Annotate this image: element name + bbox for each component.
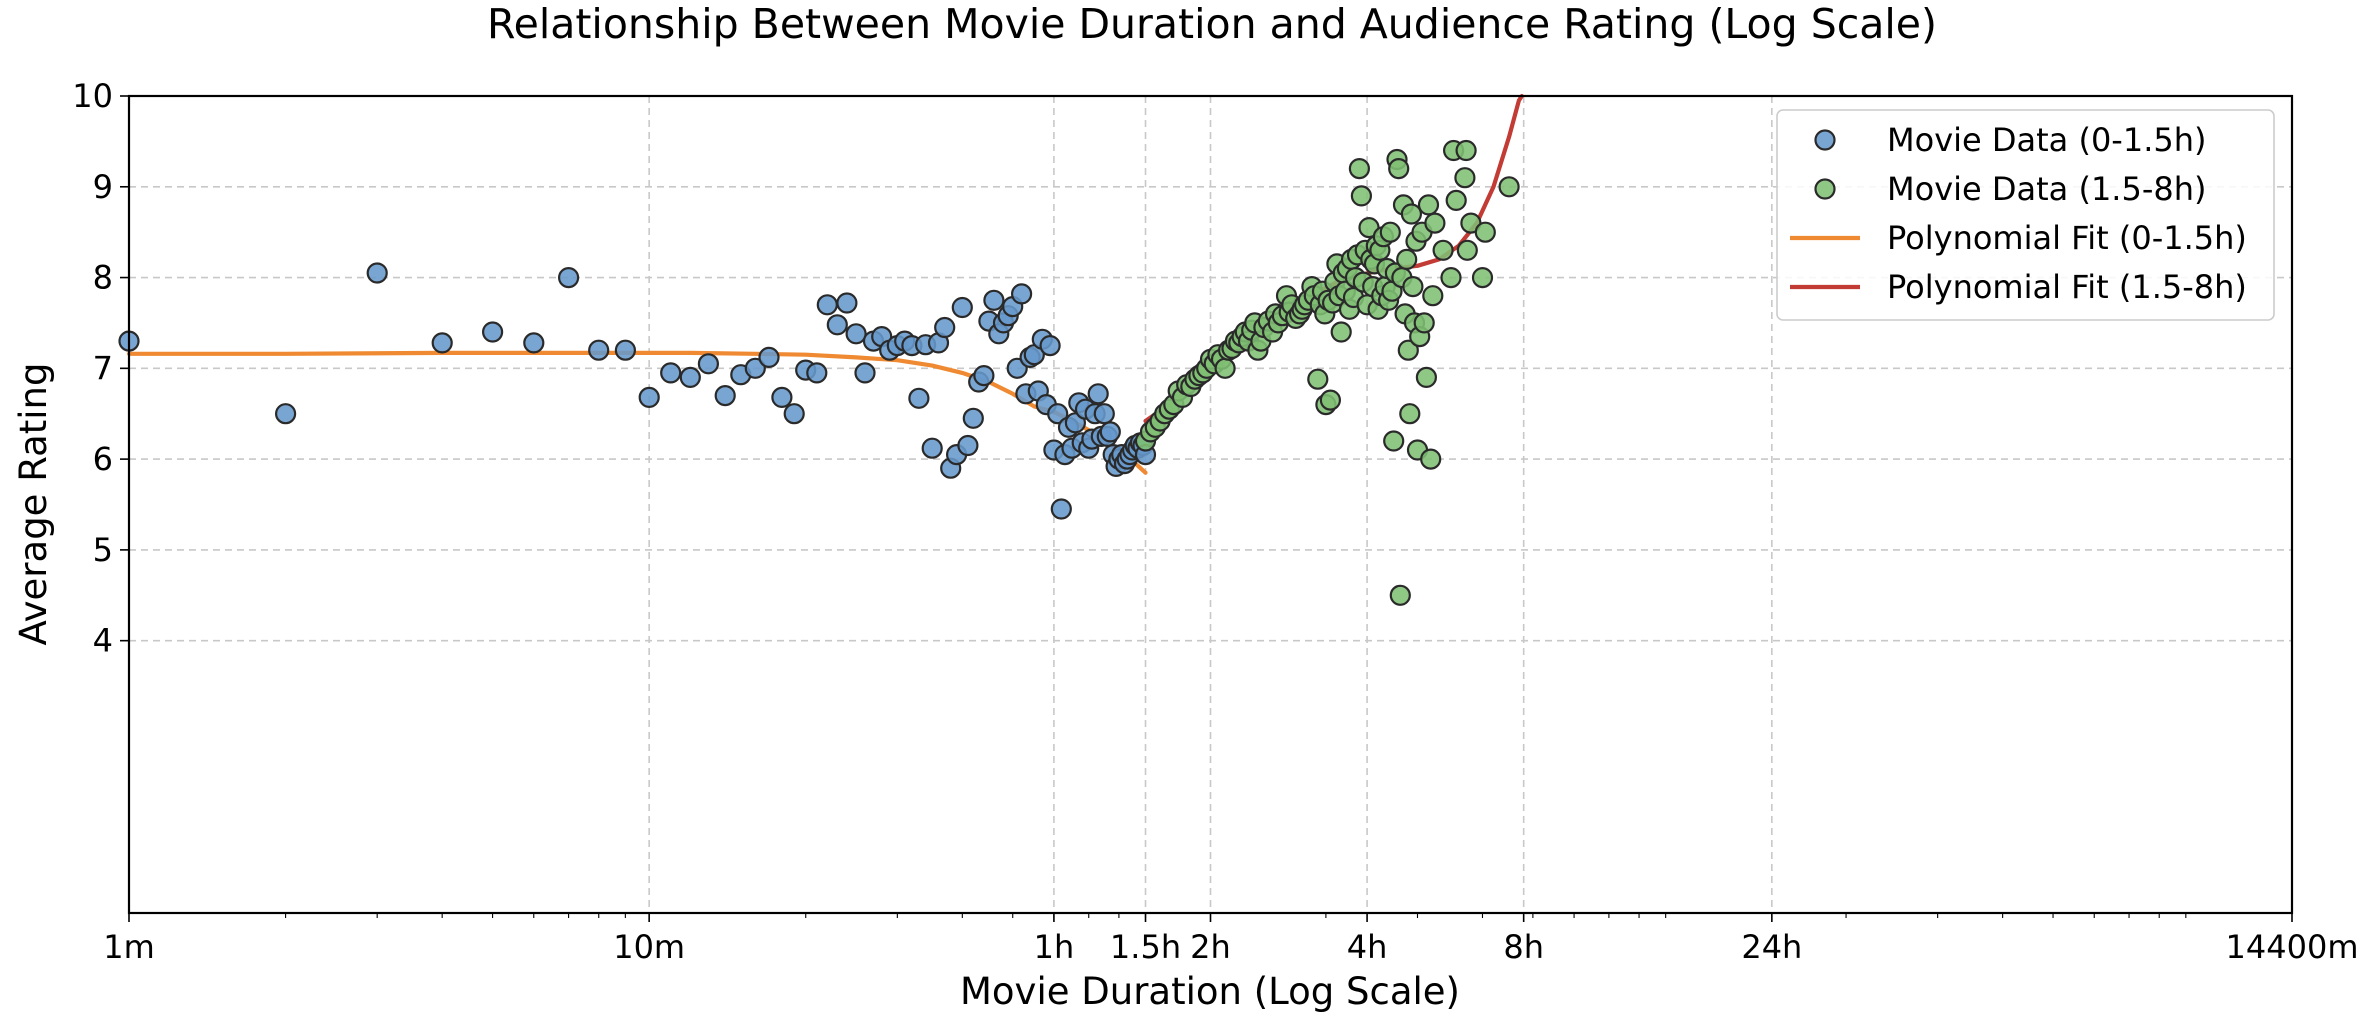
legend-label: Movie Data (1.5-8h) <box>1887 170 2207 208</box>
data-point <box>614 339 637 361</box>
data-point <box>1399 403 1421 425</box>
data-point <box>1413 312 1435 334</box>
data-point <box>588 339 610 361</box>
data-point <box>1050 498 1072 520</box>
data-point <box>1440 267 1462 289</box>
data-point <box>679 366 701 388</box>
data-point <box>744 357 766 379</box>
data-point <box>1307 368 1329 390</box>
legend-label: Polynomial Fit (0-1.5h) <box>1887 219 2247 257</box>
data-point <box>1474 221 1496 243</box>
data-point <box>1455 139 1477 162</box>
data-point <box>697 353 720 375</box>
data-point <box>1417 194 1440 216</box>
data-point <box>638 386 660 408</box>
y-tick-label: 10 <box>72 77 113 115</box>
data-point <box>1010 283 1033 305</box>
data-point <box>836 292 858 314</box>
legend-marker <box>1814 129 1836 151</box>
data-point <box>934 316 956 339</box>
data-point <box>714 385 736 407</box>
data-point <box>557 267 580 289</box>
legend-label: Polynomial Fit (1.5-8h) <box>1887 268 2247 306</box>
x-tick-label: 14400m <box>2226 928 2359 966</box>
data-point <box>1348 158 1371 180</box>
data-point <box>1214 357 1236 379</box>
chart-title: Relationship Between Movie Duration and … <box>487 0 1937 48</box>
data-point <box>1047 403 1069 425</box>
x-tick-label: 10m <box>613 928 685 966</box>
data-point <box>482 321 504 343</box>
data-point <box>1397 339 1419 361</box>
data-point <box>826 314 848 336</box>
data-point <box>1415 366 1438 388</box>
data-point <box>1402 276 1424 298</box>
data-point <box>1456 239 1478 261</box>
data-point <box>962 407 984 429</box>
data-point <box>523 332 545 354</box>
data-point <box>1454 167 1476 189</box>
data-point <box>1432 239 1454 261</box>
legend: Movie Data (0-1.5h) Movie Data (1.5-8h) Po… <box>1776 109 2275 321</box>
x-tick-label: 4h <box>1347 928 1388 966</box>
legend-box <box>1776 109 2275 321</box>
x-tick-label: 24h <box>1741 928 1802 966</box>
data-point <box>1379 221 1401 243</box>
data-point <box>1420 448 1442 470</box>
y-tick-label: 4 <box>93 622 113 660</box>
x-tick-label: 1m <box>103 928 155 966</box>
data-point <box>431 332 453 354</box>
data-point <box>1087 383 1109 405</box>
data-point <box>957 434 979 457</box>
data-point <box>1330 321 1352 343</box>
legend-label: Movie Data (0-1.5h) <box>1887 121 2207 159</box>
data-point <box>1424 212 1446 234</box>
data-point <box>1350 185 1373 207</box>
data-point <box>758 346 780 368</box>
data-point <box>1400 203 1423 225</box>
data-point <box>845 323 867 345</box>
data-point <box>983 289 1005 311</box>
data-point <box>1445 189 1467 211</box>
data-point <box>1422 285 1444 307</box>
data-point <box>816 294 838 316</box>
y-tick-label: 6 <box>93 440 113 478</box>
y-tick-label: 5 <box>93 531 113 569</box>
x-tick-label: 8h <box>1503 928 1544 966</box>
data-points <box>118 139 1520 606</box>
data-point <box>1099 421 1121 443</box>
data-point <box>951 296 973 319</box>
data-point <box>1383 430 1405 452</box>
x-tick-label: 2h <box>1190 928 1231 966</box>
y-axis-label: Average Rating <box>12 363 55 646</box>
x-tick-label: 1.5h <box>1110 928 1181 966</box>
data-point <box>1471 267 1494 289</box>
data-point <box>1319 389 1342 411</box>
data-point <box>1396 248 1418 270</box>
data-point <box>806 362 828 384</box>
data-point <box>1093 403 1115 425</box>
x-axis-label: Movie Duration (Log Scale) <box>960 970 1460 1013</box>
x-tick-label: 1h <box>1034 928 1075 966</box>
y-tick-label: 9 <box>93 168 113 206</box>
axis-ticks: 4 5 6 7 8 9 10 1m 10m 1h 1.5h 2h 4h 8h 24h 14400m <box>72 77 2358 966</box>
y-tick-label: 8 <box>93 259 113 297</box>
data-point <box>783 403 805 425</box>
data-point <box>1389 584 1411 606</box>
data-point <box>908 387 930 409</box>
data-point <box>660 362 682 384</box>
data-point <box>973 365 995 387</box>
data-point <box>921 437 943 459</box>
data-point <box>854 362 876 384</box>
data-point <box>366 262 388 284</box>
data-point <box>1498 176 1520 198</box>
data-point <box>1388 158 1410 180</box>
y-tick-label: 7 <box>93 349 113 387</box>
legend-marker <box>1814 178 1836 200</box>
data-point <box>771 386 793 408</box>
data-point <box>1039 335 1061 357</box>
data-point <box>275 403 297 425</box>
